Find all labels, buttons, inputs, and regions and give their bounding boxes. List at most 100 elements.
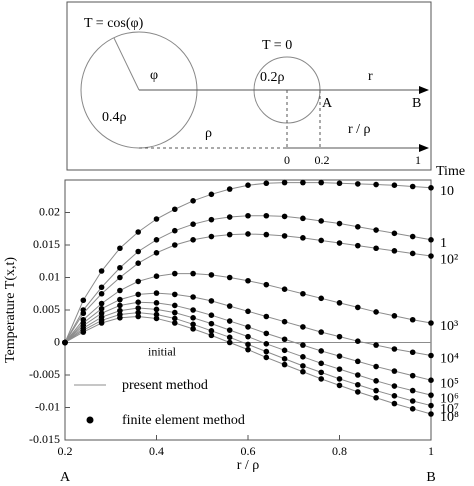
- fem-point: [172, 206, 178, 213]
- label: 0.4ρ: [102, 110, 127, 125]
- fem-point: [336, 333, 343, 340]
- fem-point: [355, 242, 361, 249]
- fem-point: [245, 324, 251, 330]
- fem-point: [117, 287, 123, 294]
- fem-point: [153, 311, 160, 318]
- series-label: 10: [440, 184, 454, 199]
- diagram: T = cos(φ) φ 0.4ρ T = 0 0.2ρ r A B ρ r /…: [66, 1, 432, 171]
- fem-point: [135, 229, 141, 235]
- fem-point: [318, 376, 325, 382]
- fem-point: [190, 294, 196, 300]
- fem-point: [190, 270, 196, 277]
- fem-point: [409, 372, 416, 379]
- series-label: 10⁶: [440, 391, 459, 406]
- fem-point: [80, 310, 87, 317]
- fem-point: [391, 383, 398, 389]
- y-axis-label: Temperature T(x,t): [3, 257, 18, 363]
- fem-point: [355, 304, 361, 311]
- fem-point: [117, 274, 123, 281]
- fem-point: [355, 338, 361, 345]
- fem-point: [428, 377, 434, 384]
- fem-point: [226, 186, 233, 192]
- fem-point: [391, 368, 398, 374]
- fem-point: [428, 392, 434, 398]
- series-label: 1: [440, 236, 447, 251]
- fem-point: [135, 299, 141, 306]
- fem-point: [428, 352, 434, 359]
- fem-point: [300, 290, 306, 297]
- fem-point: [190, 315, 196, 321]
- fem-point: [80, 297, 87, 304]
- fem-point: [208, 312, 215, 319]
- fem-point: [281, 286, 288, 293]
- fem-point: [373, 309, 379, 315]
- fem-point: [409, 316, 416, 323]
- series-label: 10²: [440, 252, 458, 267]
- fem-point: [373, 342, 379, 348]
- y-tick-label: -0.01: [35, 399, 60, 413]
- fem-point: [208, 191, 215, 198]
- fem-point: [281, 347, 288, 354]
- fem-point: [226, 231, 233, 238]
- fem-point: [226, 318, 233, 324]
- fem-point: [300, 215, 306, 222]
- label: T = 0: [262, 38, 292, 53]
- fem-point: [281, 318, 288, 325]
- fem-point: [153, 290, 160, 296]
- fem-point: [318, 295, 325, 302]
- annotation: initial: [148, 344, 177, 358]
- fem-point: [190, 237, 196, 243]
- y-tick-label: 0.005: [33, 302, 60, 316]
- series-header: Time: [436, 164, 465, 179]
- fem-point: [409, 233, 416, 240]
- fem-point: [263, 180, 270, 187]
- fem-point: [318, 348, 325, 354]
- fem-point: [373, 378, 379, 384]
- fem-point: [281, 179, 288, 186]
- fem-point: [263, 231, 270, 238]
- fem-point: [245, 346, 251, 353]
- fem-point: [300, 368, 306, 375]
- x-tick-label: 1: [428, 444, 434, 458]
- fem-point: [336, 240, 343, 246]
- series-label: 10⁴: [440, 352, 459, 367]
- fem-point: [208, 272, 215, 278]
- tick-label: 1: [415, 153, 421, 167]
- fem-point: [98, 320, 105, 326]
- fem-point: [391, 393, 398, 399]
- fem-point: [153, 306, 160, 313]
- label: T = cos(φ): [84, 16, 144, 31]
- fem-point: [318, 179, 325, 186]
- fem-point: [135, 248, 141, 255]
- fem-point: [409, 250, 416, 257]
- fem-point: [117, 296, 123, 303]
- fem-point: [62, 339, 68, 346]
- fem-point: [190, 307, 196, 313]
- fem-point: [135, 260, 141, 267]
- fem-point: [117, 302, 123, 309]
- label: B: [412, 96, 421, 111]
- y-tick-label: -0.005: [29, 367, 60, 381]
- legend-marker: [86, 416, 94, 424]
- fem-point: [226, 303, 233, 309]
- fem-point: [336, 382, 343, 389]
- fem-point: [117, 264, 123, 271]
- fem-point: [263, 330, 270, 337]
- fem-point: [318, 360, 325, 367]
- fem-point: [355, 372, 361, 378]
- fem-point: [281, 361, 288, 368]
- fem-point: [153, 216, 160, 222]
- fem-point: [153, 250, 160, 256]
- x-tick-label: 0.6: [241, 444, 256, 458]
- fem-point: [336, 300, 343, 306]
- fem-point: [428, 237, 434, 243]
- fem-point: [300, 354, 306, 360]
- fem-point: [281, 233, 288, 239]
- fem-point: [336, 220, 343, 227]
- fem-point: [391, 230, 398, 237]
- fem-point: [409, 406, 416, 412]
- fem-point: [318, 329, 325, 335]
- fem-point: [172, 270, 178, 277]
- fem-point: [135, 313, 141, 320]
- fem-point: [373, 394, 379, 401]
